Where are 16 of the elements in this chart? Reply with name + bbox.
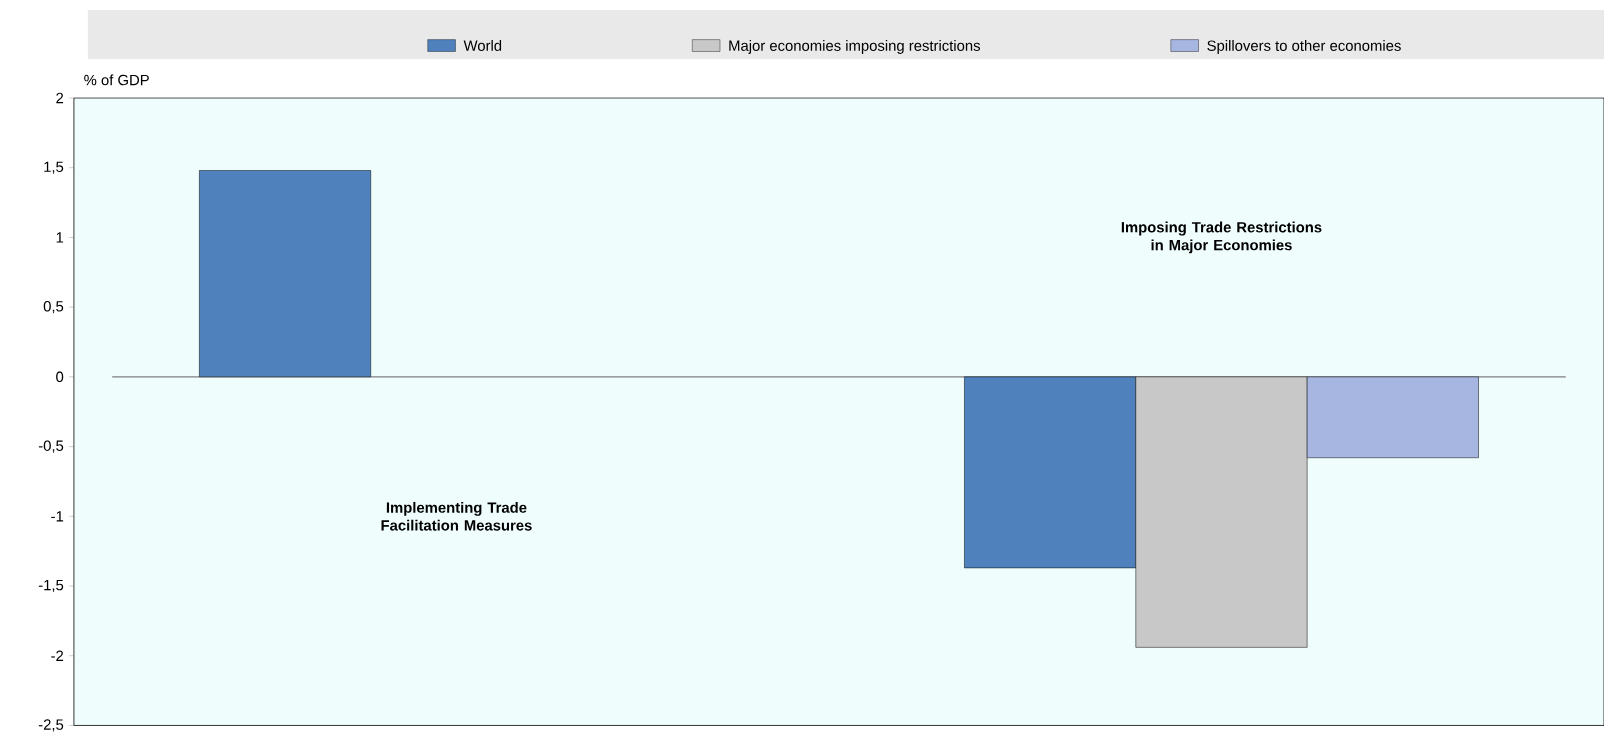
y-tick-label: -0,5: [38, 440, 64, 453]
y-tick-label: -2: [51, 650, 64, 661]
x-tick-label: Imposing Trade Restrictions in Major Economies: [1121, 221, 1322, 254]
legend-label: Major economies imposing restrictions: [729, 39, 980, 54]
y-tick-label: 0,5: [43, 300, 64, 314]
y-tick-label: -1,5: [38, 579, 64, 592]
y-tick-label: 2: [56, 92, 64, 103]
y-tick-label: -2,5: [38, 719, 64, 732]
y-tick-label: -1: [51, 511, 64, 522]
y-axis-title: % of GDP: [84, 74, 149, 86]
x-tick-label: Implementing Trade Facilitation Measures: [381, 501, 532, 531]
y-tick-label: 1,5: [44, 161, 64, 174]
legend-label: Spillovers to other economies: [1207, 39, 1401, 54]
y-tick-label: 0: [56, 371, 64, 382]
legend-label: World: [463, 39, 502, 51]
y-tick-label: 1: [56, 232, 64, 243]
